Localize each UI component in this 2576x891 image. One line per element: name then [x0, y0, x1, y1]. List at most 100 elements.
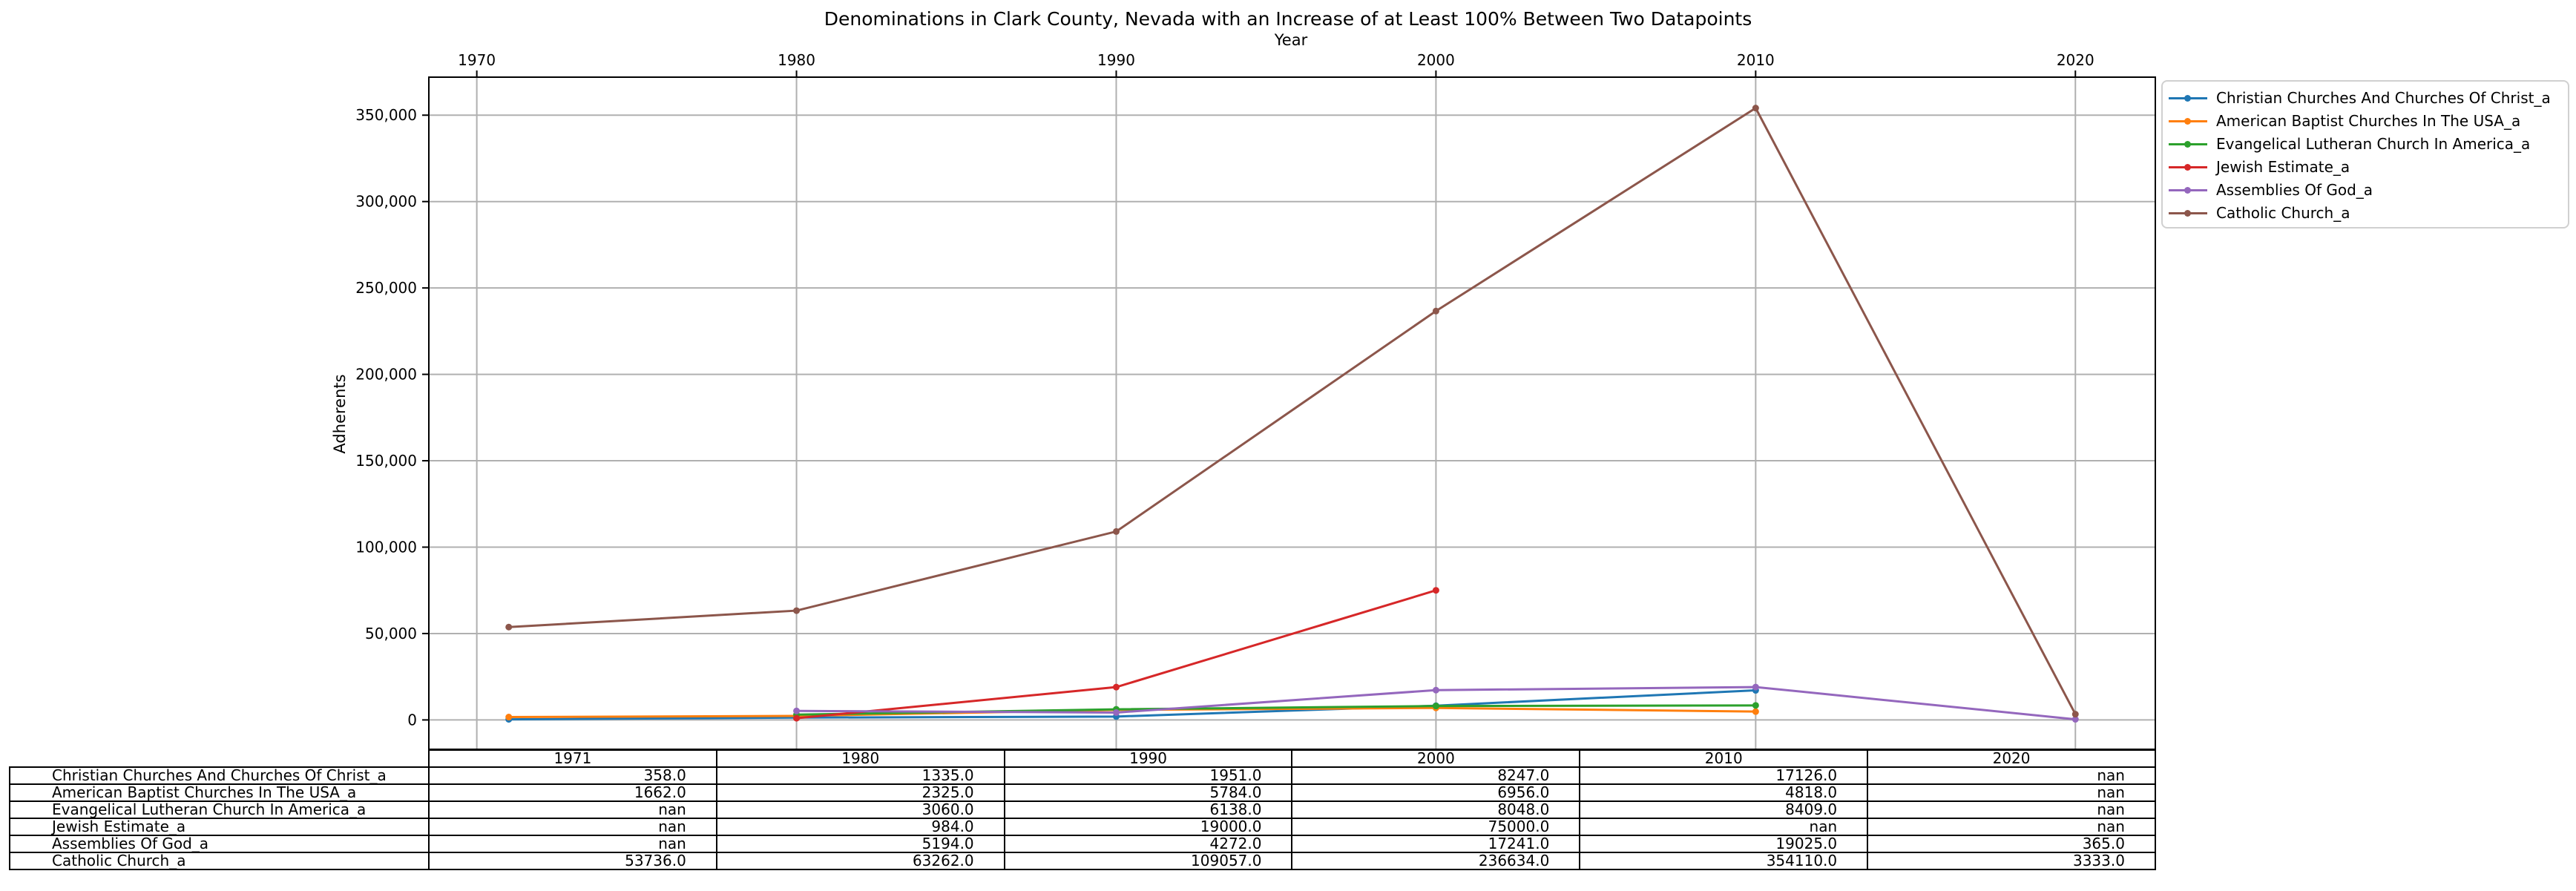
y-tick-label: 350,000 — [355, 106, 417, 124]
table-cell: nan — [428, 800, 717, 819]
table-cell: 8247.0 — [1291, 766, 1581, 785]
table-cell: nan — [1867, 800, 2156, 819]
table-cell: 3060.0 — [715, 800, 1005, 819]
table-cell: 8048.0 — [1291, 800, 1581, 819]
grid-lines — [429, 77, 2155, 749]
series-lines — [505, 105, 2079, 723]
table-column-header: 2000 — [1291, 749, 1581, 768]
data-point — [2071, 716, 2079, 723]
x-tick-label: 2010 — [1737, 51, 1775, 69]
x-tick-label: 1980 — [778, 51, 815, 69]
y-tick-label: 50,000 — [365, 625, 417, 642]
table-cell: 17241.0 — [1291, 835, 1581, 853]
table-row-label: Catholic Church_a — [9, 852, 430, 870]
y-tick-label: 250,000 — [355, 279, 417, 297]
data-point — [1112, 527, 1120, 535]
table-cell: 3333.0 — [1867, 852, 2156, 870]
table-column-header: 1971 — [428, 749, 717, 768]
legend-item: Evangelical Lutheran Church In America_a — [2169, 132, 2568, 155]
data-point — [1752, 105, 1759, 112]
table-column-header: 2010 — [1579, 749, 1869, 768]
x-tick-label: 1970 — [458, 51, 496, 69]
table-cell: nan — [1579, 818, 1869, 836]
y-tick-label: 100,000 — [355, 539, 417, 556]
table-row: Evangelical Lutheran Church In America_a… — [9, 800, 2156, 819]
table-cell: 1335.0 — [715, 766, 1005, 785]
table-cell: 63262.0 — [715, 852, 1005, 870]
table-cell: 984.0 — [715, 818, 1005, 836]
y-tick-label: 200,000 — [355, 366, 417, 384]
legend-swatch — [2169, 160, 2207, 174]
table-row-label: Assemblies Of God_a — [9, 835, 430, 853]
legend-label: Catholic Church_a — [2216, 203, 2350, 222]
data-point — [1752, 702, 1759, 709]
table-cell: nan — [428, 835, 717, 853]
y-tick-label: 300,000 — [355, 193, 417, 211]
table-cell: 354110.0 — [1579, 852, 1869, 870]
series-5 — [793, 683, 2079, 723]
table-cell: 8409.0 — [1579, 800, 1869, 819]
data-point — [505, 714, 513, 721]
data-point — [793, 607, 801, 614]
table-cell: 4272.0 — [1003, 835, 1293, 853]
x-tick-label: 2000 — [1417, 51, 1455, 69]
table-row-label: Christian Churches And Churches Of Chris… — [9, 766, 430, 785]
x-axis-label: Year — [1274, 31, 1308, 49]
table-cell: 109057.0 — [1003, 852, 1293, 870]
table-corner — [10, 750, 430, 767]
table-row: Jewish Estimate_a nan 984.0 19000.0 75000.0 n… — [9, 818, 2156, 836]
y-axis-label: Adherents — [331, 374, 349, 453]
legend-label: Assemblies Of God_a — [2216, 180, 2373, 199]
legend-swatch — [2169, 206, 2207, 220]
table-cell: 365.0 — [1867, 835, 2156, 853]
legend: Christian Churches And Churches Of Chris… — [2161, 80, 2569, 228]
legend-swatch — [2169, 183, 2207, 197]
table-row: Assemblies Of God_a nan 5194.0 4272.0 17241.… — [9, 835, 2156, 853]
x-tick-label: 2020 — [2057, 51, 2094, 69]
table-row: Christian Churches And Churches Of Chris… — [9, 766, 2156, 785]
y-tick-label: 0 — [407, 711, 417, 729]
table-cell: 4818.0 — [1579, 783, 1869, 802]
legend-swatch — [2169, 91, 2207, 105]
table-cell: 19025.0 — [1579, 835, 1869, 853]
table-cell: nan — [1867, 766, 2156, 785]
table-column-header: 2020 — [1867, 749, 2156, 768]
data-point — [1752, 683, 1759, 691]
legend-item: Jewish Estimate_a — [2169, 155, 2568, 178]
legend-label: American Baptist Churches In The USA_a — [2216, 111, 2521, 130]
table-cell: nan — [1867, 783, 2156, 802]
table-row-label: Jewish Estimate_a — [9, 818, 430, 836]
series-line — [508, 106, 2077, 715]
table-cell: 5194.0 — [715, 835, 1005, 853]
data-point — [1112, 708, 1120, 716]
data-table: 1971 1980 1990 2000 2010 2020 Christian Churc… — [9, 749, 2156, 870]
axis-ticks: 1970 1980 1990 2000 2010 2020 0 50,000 100,000 15… — [355, 51, 2094, 729]
table-cell: nan — [428, 818, 717, 836]
y-tick-label: 150,000 — [355, 452, 417, 470]
data-point — [1112, 683, 1120, 691]
legend-item: American Baptist Churches In The USA_a — [2169, 109, 2568, 132]
table-cell: 75000.0 — [1291, 818, 1581, 836]
legend-item: Christian Churches And Churches Of Chris… — [2169, 86, 2568, 109]
table-cell: 2325.0 — [715, 783, 1005, 802]
table-cell: 19000.0 — [1003, 818, 1293, 836]
table-row-label: Evangelical Lutheran Church In America_a — [9, 800, 430, 819]
chart-title: Denominations in Clark County, Nevada wi… — [824, 8, 1752, 30]
table-cell: 6956.0 — [1291, 783, 1581, 802]
table-row-label: American Baptist Churches In The USA_a — [9, 783, 430, 802]
plot-frame — [428, 76, 2156, 750]
data-point — [1432, 587, 1439, 594]
data-point — [793, 714, 801, 722]
table-row: American Baptist Churches In The USA_a 16… — [9, 783, 2156, 802]
table-cell: 1662.0 — [428, 783, 717, 802]
legend-item: Catholic Church_a — [2169, 201, 2568, 224]
legend-item: Assemblies Of God_a — [2169, 178, 2568, 201]
data-point — [793, 707, 801, 714]
data-point — [1752, 708, 1759, 715]
legend-swatch — [2169, 114, 2207, 128]
table-cell: 5784.0 — [1003, 783, 1293, 802]
table-row: Catholic Church_a 53736.0 63262.0 109057.0 2… — [9, 852, 2156, 870]
table-column-header: 1990 — [1003, 749, 1293, 768]
table-cell: 6138.0 — [1003, 800, 1293, 819]
